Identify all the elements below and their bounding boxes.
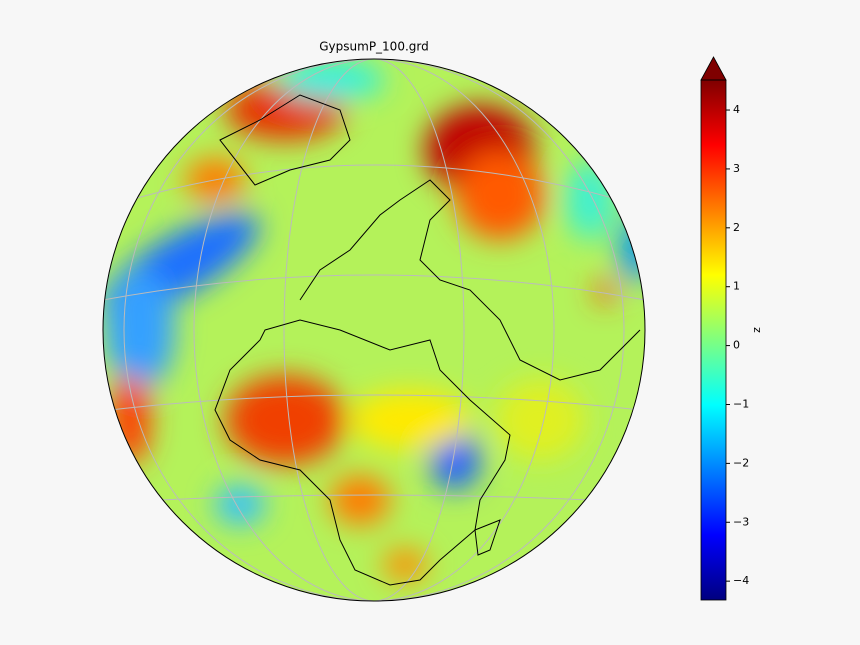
colorbar-tick-label: −4 bbox=[733, 574, 749, 587]
colorbar-tick-label: 2 bbox=[733, 221, 740, 234]
colorbar-tick-label: 1 bbox=[733, 280, 740, 293]
colorbar-tick-label: −3 bbox=[733, 515, 749, 528]
colorbar-tick-label: 0 bbox=[733, 339, 740, 352]
colorbar-outline bbox=[700, 79, 727, 601]
colorbar-fill bbox=[701, 80, 726, 600]
colorbar: −4 −3 −2 −1 0 1 2 3 4 bbox=[700, 56, 749, 601]
colorbar-tick-label: 3 bbox=[733, 162, 740, 175]
chart-title: GypsumP_100.grd bbox=[319, 40, 428, 54]
colorbar-tick-label: −2 bbox=[733, 456, 749, 469]
globe-outline bbox=[102, 58, 646, 602]
coastlines bbox=[214, 94, 641, 586]
graticule bbox=[103, 59, 645, 601]
colorbar-tick-label: 4 bbox=[733, 103, 740, 116]
colorbar-label: z bbox=[750, 327, 763, 333]
colorbar-tick-label: −1 bbox=[733, 397, 749, 410]
globe bbox=[103, 59, 645, 601]
colorbar-extend bbox=[700, 56, 727, 81]
